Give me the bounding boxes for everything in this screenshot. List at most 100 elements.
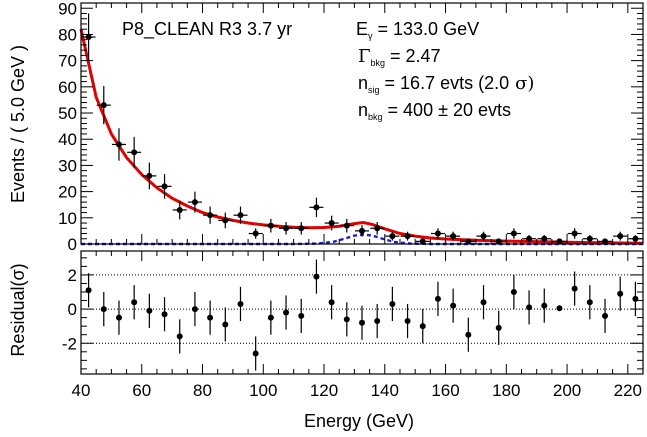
data-point xyxy=(526,235,533,242)
residual-point xyxy=(419,323,426,330)
residual-y-tick-label: -2 xyxy=(62,334,77,353)
annotation-nbkg: nbkg = 400 ± 20 evts xyxy=(358,100,511,122)
residual-point xyxy=(115,314,122,321)
residual-point xyxy=(283,309,290,316)
y-tick-label: 80 xyxy=(58,25,77,44)
residual-point xyxy=(85,287,92,294)
data-point xyxy=(161,183,168,190)
residual-y-tick-label: 2 xyxy=(68,266,77,285)
x-tick-label: 200 xyxy=(553,381,581,400)
nbkg-value: = 400 ± 20 evts xyxy=(388,100,511,120)
data-point xyxy=(480,233,487,240)
nsig-value: = 16.7 evts (2.0 xyxy=(385,73,510,93)
data-point xyxy=(298,225,305,232)
data-point xyxy=(267,222,274,229)
nsig-sigma: σ) xyxy=(515,73,534,94)
y-tick-label: 20 xyxy=(58,183,77,202)
data-point xyxy=(632,235,639,242)
data-point xyxy=(602,238,609,245)
residual-frame xyxy=(80,250,644,375)
data-point xyxy=(313,204,320,211)
x-tick-label: 160 xyxy=(431,381,459,400)
gamma-subscript: bkg xyxy=(371,58,386,68)
x-tick-label: 120 xyxy=(310,381,338,400)
data-point xyxy=(450,233,457,240)
residual-point xyxy=(359,319,365,326)
data-point xyxy=(586,235,593,242)
residual-y-tick-label: 0 xyxy=(68,300,77,319)
residual-point xyxy=(510,289,517,295)
data-point xyxy=(434,230,441,237)
residual-grid-layer xyxy=(81,274,643,344)
residual-point xyxy=(632,295,639,302)
residual-point xyxy=(450,302,457,309)
egamma-subscript: γ xyxy=(368,31,373,41)
data-point xyxy=(465,238,472,245)
data-point xyxy=(617,233,624,240)
residual-point xyxy=(541,302,548,309)
main-title: P8_CLEAN R3 3.7 yr xyxy=(122,19,292,40)
x-tick-label: 140 xyxy=(371,381,399,400)
data-point xyxy=(207,212,214,219)
y-tick-label: 50 xyxy=(58,104,77,123)
y-tick-label: 70 xyxy=(58,52,77,71)
x-tick-label: 80 xyxy=(193,381,212,400)
residual-point xyxy=(207,314,214,321)
residual-y-axis-label: Residual(σ) xyxy=(8,263,28,356)
data-point xyxy=(343,222,350,229)
data-point xyxy=(115,141,122,148)
nsig-symbol: n xyxy=(358,73,368,93)
data-point xyxy=(510,230,517,237)
residual-point xyxy=(252,350,259,357)
residual-point xyxy=(298,312,305,319)
data-point xyxy=(283,225,290,232)
data-point xyxy=(237,212,244,219)
data-point xyxy=(571,230,578,237)
main-data-layer xyxy=(79,13,644,246)
data-point xyxy=(176,206,183,213)
data-point xyxy=(100,102,107,109)
residual-panel: -2 0 2 40 60 80 100 120 140 160 180 200 220 Residual… xyxy=(8,250,644,431)
data-point xyxy=(404,233,411,240)
nsig-subscript: sig xyxy=(368,85,380,95)
residual-point xyxy=(222,321,229,328)
residual-point xyxy=(146,307,153,314)
residual-point xyxy=(495,324,502,331)
data-point xyxy=(146,172,153,179)
residual-point xyxy=(100,306,107,313)
gamma-value: = 2.47 xyxy=(390,46,441,66)
residual-point xyxy=(465,331,472,338)
x-tick-label: 220 xyxy=(614,381,642,400)
residual-point xyxy=(267,314,274,321)
egamma-symbol: E xyxy=(356,19,368,39)
annotation-egamma: Eγ = 133.0 GeV xyxy=(356,19,479,41)
x-tick-label: 60 xyxy=(132,381,151,400)
residual-point xyxy=(434,295,441,302)
data-point xyxy=(419,238,426,245)
residual-point xyxy=(161,311,168,318)
residual-ticks-layer: -2 0 2 40 60 80 100 120 140 160 180 200 220 xyxy=(62,251,643,400)
residual-point xyxy=(480,299,487,306)
x-axis-label: Energy (GeV) xyxy=(304,411,414,431)
main-y-axis-label: Events / ( 5.0 GeV ) xyxy=(8,45,28,203)
data-point xyxy=(85,34,92,41)
residual-point xyxy=(602,312,609,319)
y-tick-label: 0 xyxy=(68,235,77,254)
y-tick-label: 40 xyxy=(58,130,77,149)
y-tick-label: 10 xyxy=(58,209,77,228)
gamma-symbol: Γ xyxy=(358,46,371,67)
residual-point xyxy=(586,299,593,306)
data-point xyxy=(131,149,138,156)
x-tick-label: 180 xyxy=(492,381,520,400)
data-point xyxy=(541,235,548,242)
data-point xyxy=(389,233,396,240)
residual-point xyxy=(131,299,138,306)
residual-point xyxy=(617,290,624,297)
residual-point xyxy=(313,273,320,280)
residual-data-layer xyxy=(85,259,639,371)
data-point xyxy=(374,225,381,232)
annotation-nsig: nsig = 16.7 evts (2.0 σ) xyxy=(358,73,534,95)
main-frame xyxy=(80,2,644,245)
residual-point xyxy=(571,285,578,292)
